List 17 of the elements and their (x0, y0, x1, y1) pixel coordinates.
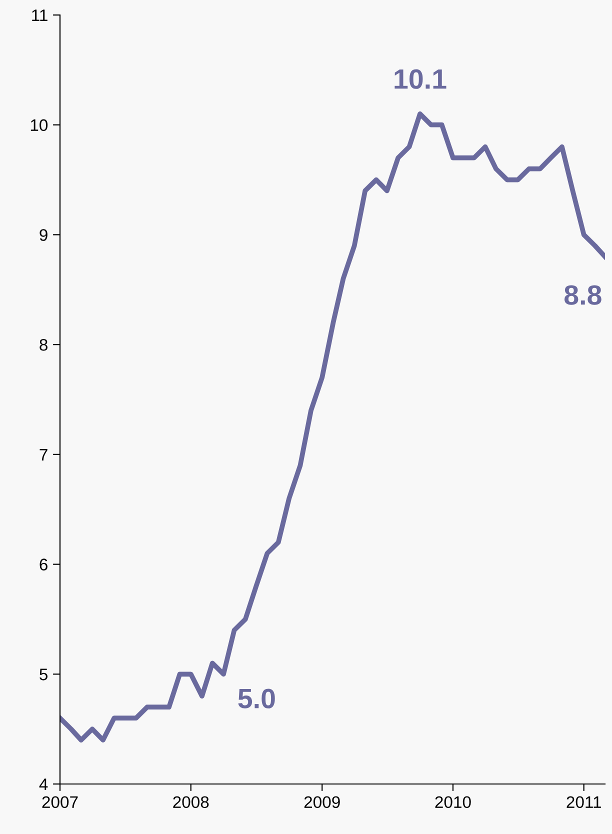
y-tick-label: 5 (40, 668, 48, 680)
line-series (60, 111, 605, 742)
annotation: 5.0 (238, 688, 275, 708)
y-tick-label: 8 (40, 338, 48, 351)
annotation: 10.1 (394, 69, 446, 89)
y-tick-label: 4 (39, 778, 48, 790)
y-tick-label: 7 (40, 449, 48, 460)
y-tick-label: 9 (40, 229, 48, 241)
x-tick-label: 2008 (173, 796, 209, 808)
y-tick-label: 11 (32, 10, 48, 22)
annotation: 8.8 (564, 285, 602, 305)
x-tick-label: 2009 (304, 796, 340, 808)
y-tick-label: 10 (30, 119, 48, 132)
x-tick-label: 2010 (435, 796, 471, 808)
x-tick-label: 2011 (566, 796, 601, 808)
x-tick-label: 2007 (42, 796, 78, 808)
y-tick-label: 6 (40, 558, 48, 570)
